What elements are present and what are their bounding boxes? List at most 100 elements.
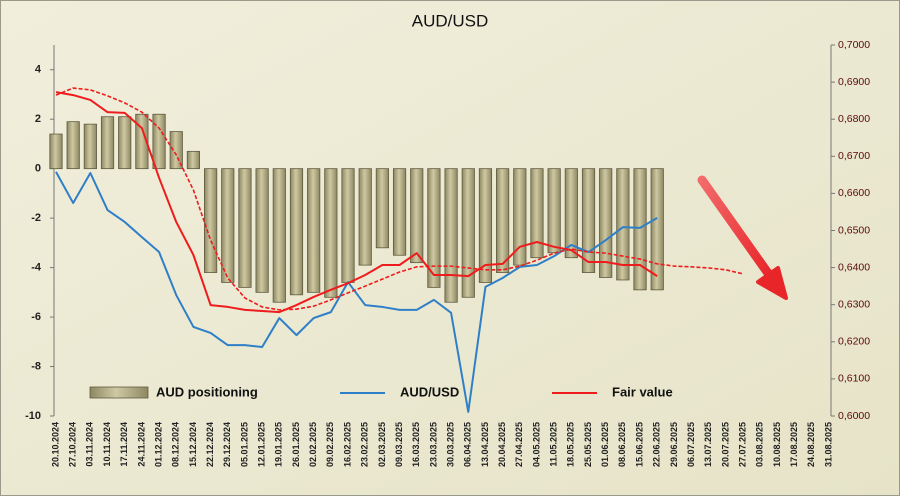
bar [135,113,149,170]
bar [238,168,252,288]
bar [427,168,441,288]
bar [255,168,269,293]
y2-tick-label: 0,6700 [838,150,870,162]
x-tick-label: 15.12.2024 [188,422,198,467]
y2-tick-label: 0,6900 [838,76,870,88]
x-tick-label: 23.03.2025 [428,422,438,467]
x-tick-label: 12.01.2025 [257,422,267,467]
chart-title: AUD/USD [412,11,489,30]
bar [186,150,201,170]
line [55,171,658,413]
x-tick-label: 16.02.2025 [342,422,352,467]
y2-tick-label: 0,6300 [838,298,870,310]
x-tick-label: 06.04.2025 [463,422,473,467]
bar [324,168,338,298]
bar [375,168,389,249]
bar [307,168,321,293]
x-tick-label: 03.08.2025 [755,422,765,467]
x-tick-label: 09.02.2025 [325,422,335,467]
x-tick-label: 31.08.2025 [823,422,833,467]
y-tick-label: 4 [35,64,42,76]
bar [152,113,166,170]
bar [444,168,458,303]
bar [496,168,510,273]
x-tick-label: 22.12.2024 [205,422,215,467]
x-tick-label: 01.06.2025 [600,422,610,467]
bar [616,168,630,281]
bar [392,168,407,256]
bar [530,168,544,259]
bar [118,116,132,170]
bar [289,168,304,296]
x-tick-label: 06.07.2025 [686,422,696,467]
y2-tick-label: 0,6800 [838,113,870,125]
x-tick-label: 29.06.2025 [669,422,679,467]
bar [461,168,475,298]
bar [100,116,115,170]
bar [478,168,493,283]
x-tick-label: 27.04.2025 [514,422,524,467]
x-tick-label: 18.05.2025 [566,422,576,467]
bar [358,168,372,266]
bar [650,168,664,291]
x-tick-label: 25.05.2025 [583,422,593,467]
x-tick-label: 03.11.2024 [85,422,95,467]
x-tick-label: 20.10.2024 [50,422,60,467]
x-tick-label: 13.04.2025 [480,422,490,467]
x-tick-label: 10.11.2024 [102,422,112,467]
x-tick-label: 30.03.2025 [445,422,455,467]
bar [49,133,63,170]
legend-swatch [89,386,149,399]
x-tick-label: 11.05.2025 [549,422,559,467]
x-tick-label: 02.03.2025 [377,422,387,467]
y-tick-label: -6 [31,311,41,323]
bar [66,121,80,170]
x-tick-label: 15.06.2025 [634,422,644,467]
x-tick-label: 17.11.2024 [119,422,129,467]
y-tick-label: 0 [35,163,41,175]
y2-tick-label: 0,7000 [838,39,870,51]
trend-arrow [697,175,788,300]
line [55,91,658,314]
x-tick-label: 20.07.2025 [720,422,730,467]
x-tick-label: 27.07.2025 [737,422,747,467]
x-tick-label: 19.01.2025 [274,422,284,467]
y-tick-label: -8 [31,360,41,372]
x-tick-label: 16.03.2025 [411,422,421,467]
x-tick-label: 29.12.2024 [222,422,232,467]
y2-tick-label: 0,6200 [838,336,870,348]
bar [341,168,355,283]
x-tick-label: 26.01.2025 [291,422,301,467]
y2-tick-label: 0,6100 [838,373,870,385]
x-tick-label: 02.02.2025 [308,422,318,467]
x-tick-label: 24.11.2024 [136,422,146,467]
bar [272,168,286,303]
bar [83,123,97,170]
bar [410,168,424,264]
x-tick-label: 27.10.2024 [68,422,78,467]
y2-tick-label: 0,6600 [838,187,870,199]
x-tick-label: 24.08.2025 [806,422,816,467]
y2-tick-label: 0,6500 [838,224,870,236]
bar [564,168,578,259]
x-tick-label: 01.12.2024 [153,422,163,467]
bar [633,168,647,291]
x-tick-label: 08.12.2024 [171,422,181,467]
bar [204,168,218,273]
x-tick-label: 17.08.2025 [789,422,799,467]
x-tick-label: 13.07.2025 [703,422,713,467]
x-tick-label: 05.01.2025 [239,422,249,467]
y-tick-label: -2 [31,212,41,224]
dashed-line [55,87,744,311]
y-tick-label: 2 [35,113,41,125]
bar [513,168,527,266]
y-tick-label: -4 [31,262,42,274]
x-tick-label: 20.04.2025 [497,422,507,467]
bar [581,168,596,273]
x-tick-label: 10.08.2025 [772,422,782,467]
y-tick-label: -10 [25,410,41,422]
x-tick-label: 22.06.2025 [652,422,662,467]
legend-label: AUD/USD [400,384,459,399]
